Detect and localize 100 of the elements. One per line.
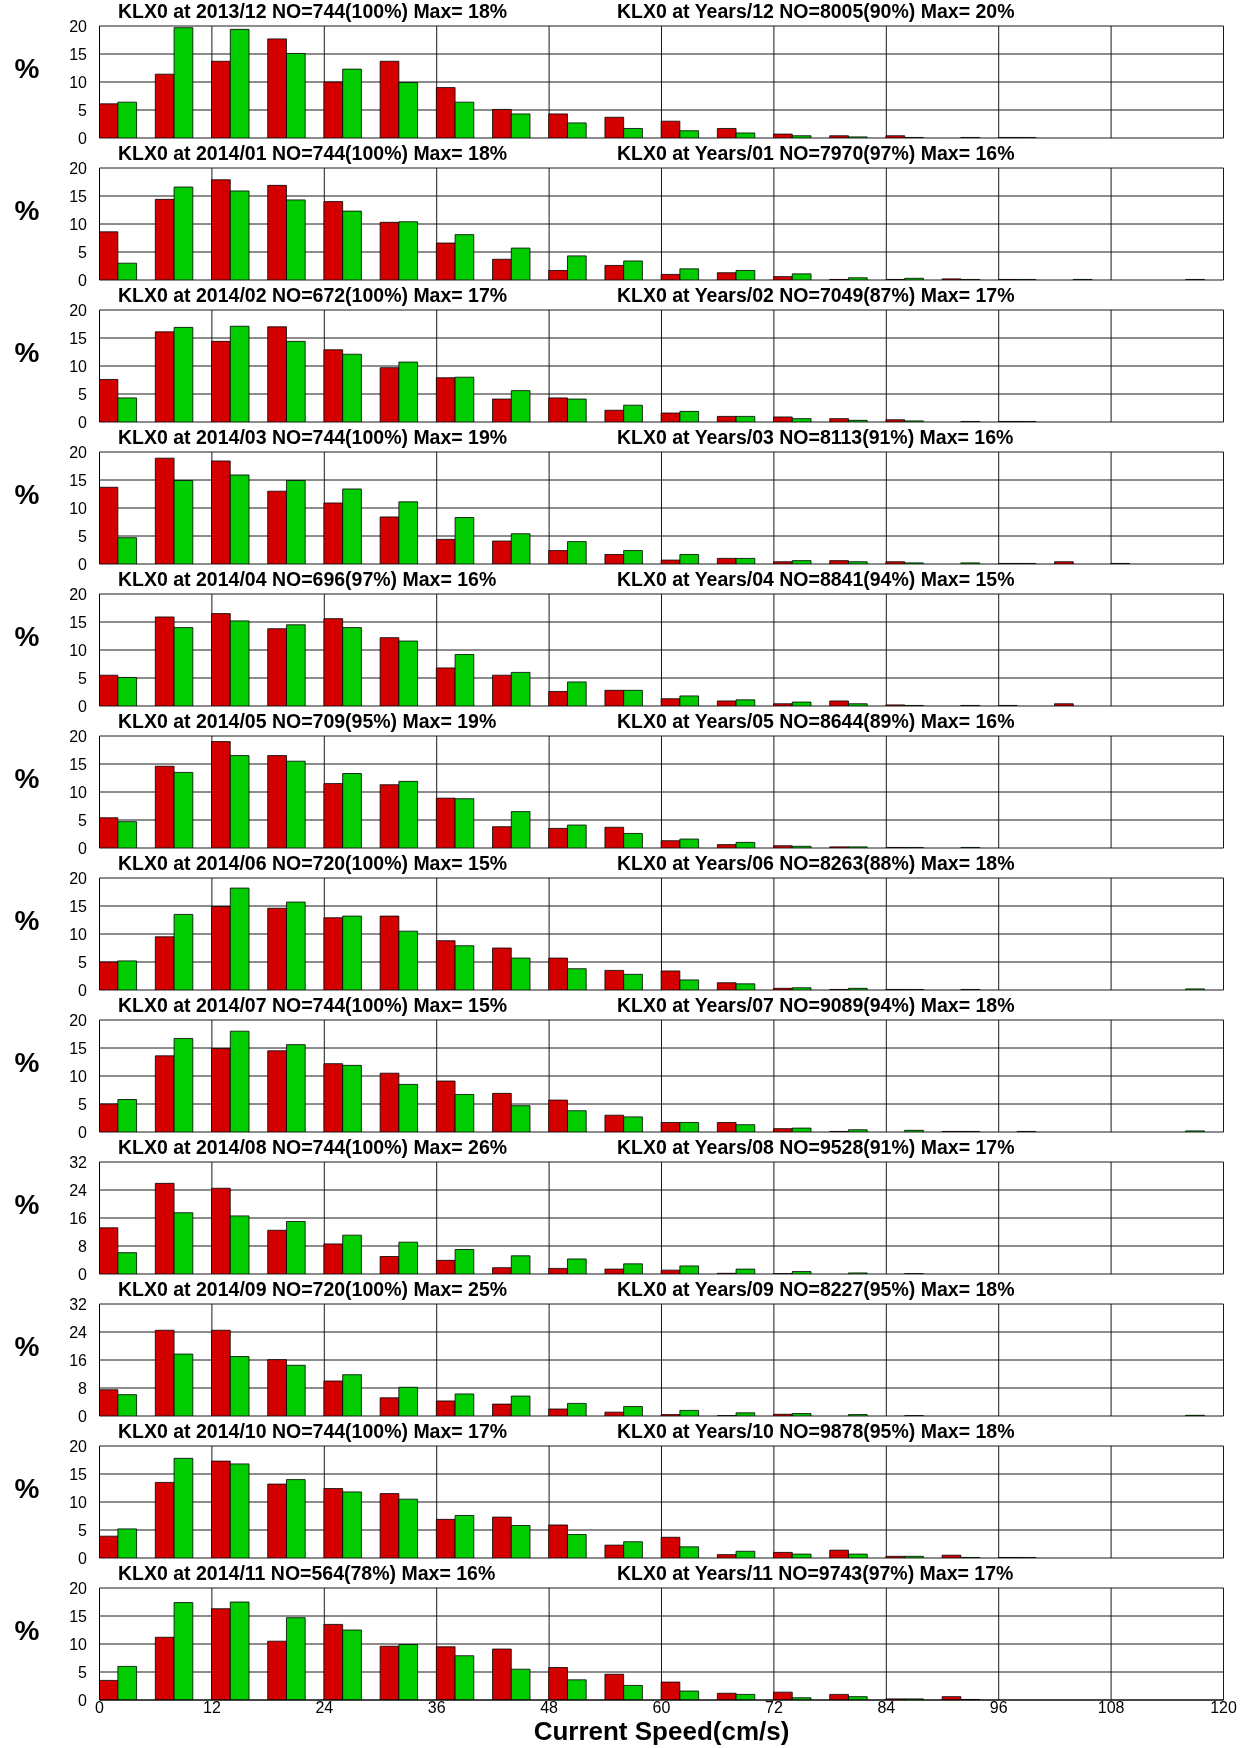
- y-axis-title: %: [14, 53, 40, 84]
- y-tick-label: 32: [69, 1153, 88, 1171]
- chart-title: KLX0 at 2013/12 NO=744(100%) Max= 18%: [118, 0, 508, 22]
- y-tick-label: 20: [69, 443, 88, 461]
- x-tick-label: 24: [315, 1699, 334, 1717]
- y-tick-label: 5: [78, 385, 88, 403]
- chart-title: KLX0 at 2014/05 NO=709(95%) Max= 19%: [118, 710, 497, 732]
- chart-subtitle: KLX0 at Years/04 NO=8841(94%) Max= 15%: [617, 568, 1015, 590]
- y-tick-label: 15: [69, 1039, 88, 1057]
- y-tick-label: 15: [69, 1607, 88, 1625]
- y-tick-label: 10: [69, 925, 88, 943]
- y-tick-label: 5: [78, 669, 88, 687]
- x-tick-label: 48: [540, 1699, 559, 1717]
- y-tick-label: 15: [69, 329, 88, 347]
- y-tick-label: 10: [69, 1635, 88, 1653]
- chart-subtitle: KLX0 at Years/12 NO=8005(90%) Max= 20%: [617, 0, 1015, 22]
- chart-subtitle: KLX0 at Years/06 NO=8263(88%) Max= 18%: [617, 852, 1015, 874]
- y-tick-label: 5: [78, 1521, 88, 1539]
- x-tick-label: 12: [203, 1699, 221, 1717]
- y-tick-label: 16: [69, 1209, 88, 1227]
- y-axis-title: %: [14, 1331, 40, 1362]
- y-tick-label: 0: [78, 697, 88, 715]
- y-tick-label: 10: [69, 499, 88, 517]
- y-tick-label: 20: [69, 727, 88, 745]
- chart-title: KLX0 at 2014/04 NO=696(97%) Max= 16%: [118, 568, 497, 590]
- y-tick-label: 5: [78, 811, 88, 829]
- y-tick-label: 8: [78, 1237, 88, 1255]
- chart-title: KLX0 at 2014/10 NO=744(100%) Max= 17%: [118, 1420, 508, 1442]
- chart-title: KLX0 at 2014/07 NO=744(100%) Max= 15%: [118, 994, 508, 1016]
- chart-subtitle: KLX0 at Years/07 NO=9089(94%) Max= 18%: [617, 994, 1015, 1016]
- y-tick-label: 10: [69, 1067, 88, 1085]
- y-tick-label: 0: [78, 413, 88, 431]
- y-tick-label: 0: [78, 1549, 88, 1567]
- y-tick-label: 15: [69, 187, 88, 205]
- chart-subtitle: KLX0 at Years/10 NO=9878(95%) Max= 18%: [617, 1420, 1015, 1442]
- y-tick-label: 10: [69, 215, 88, 233]
- chart-subtitle: KLX0 at Years/11 NO=9743(97%) Max= 17%: [617, 1562, 1014, 1584]
- chart-subtitle: KLX0 at Years/08 NO=9528(91%) Max= 17%: [617, 1136, 1015, 1158]
- y-tick-label: 24: [69, 1323, 88, 1341]
- y-tick-label: 20: [69, 1579, 88, 1597]
- y-axis-title: %: [14, 1189, 40, 1220]
- y-axis-title: %: [14, 621, 40, 652]
- y-axis-title: %: [14, 479, 40, 510]
- chart-subtitle: KLX0 at Years/01 NO=7970(97%) Max= 16%: [617, 142, 1015, 164]
- y-tick-label: 0: [78, 839, 88, 857]
- chart-title: KLX0 at 2014/06 NO=720(100%) Max= 15%: [118, 852, 508, 874]
- y-axis-title: %: [14, 1047, 40, 1078]
- y-tick-label: 0: [78, 555, 88, 573]
- y-axis-title: %: [14, 763, 40, 794]
- y-axis-title: %: [14, 905, 40, 936]
- y-tick-label: 16: [69, 1351, 88, 1369]
- y-tick-label: 0: [78, 1265, 88, 1283]
- x-tick-label: 120: [1210, 1699, 1237, 1717]
- y-tick-label: 15: [69, 1465, 88, 1483]
- y-tick-label: 5: [78, 243, 88, 261]
- chart-subtitle: KLX0 at Years/09 NO=8227(95%) Max= 18%: [617, 1278, 1015, 1300]
- chart-subtitle: KLX0 at Years/03 NO=8113(91%) Max= 16%: [617, 426, 1014, 448]
- y-axis-title: %: [14, 195, 40, 226]
- y-tick-label: 5: [78, 527, 88, 545]
- x-tick-label: 36: [427, 1699, 446, 1717]
- y-tick-label: 10: [69, 73, 88, 91]
- chart-title: KLX0 at 2014/08 NO=744(100%) Max= 26%: [118, 1136, 508, 1158]
- y-tick-label: 10: [69, 641, 88, 659]
- y-tick-label: 20: [69, 869, 88, 887]
- y-tick-label: 15: [69, 897, 88, 915]
- chart-title: KLX0 at 2014/11 NO=564(78%) Max= 16%: [118, 1562, 496, 1584]
- x-tick-label: 0: [95, 1699, 105, 1717]
- x-tick-label: 60: [652, 1699, 671, 1717]
- chart-subtitle: KLX0 at Years/02 NO=7049(87%) Max= 17%: [617, 284, 1015, 306]
- y-tick-label: 24: [69, 1181, 88, 1199]
- x-tick-label: 84: [877, 1699, 896, 1717]
- y-tick-label: 20: [69, 1437, 88, 1455]
- y-tick-label: 20: [69, 17, 88, 35]
- y-tick-label: 0: [78, 129, 88, 147]
- x-tick-label: 96: [989, 1699, 1008, 1717]
- x-axis-title: Current Speed(cm/s): [533, 1716, 790, 1747]
- y-tick-label: 0: [78, 1407, 88, 1425]
- y-tick-label: 0: [78, 981, 88, 999]
- y-tick-label: 10: [69, 1493, 88, 1511]
- y-tick-label: 20: [69, 1011, 88, 1029]
- y-tick-label: 20: [69, 301, 88, 319]
- y-tick-label: 8: [78, 1379, 88, 1397]
- y-tick-label: 0: [78, 1123, 88, 1141]
- y-tick-label: 10: [69, 783, 88, 801]
- y-tick-label: 20: [69, 159, 88, 177]
- y-tick-label: 20: [69, 585, 88, 603]
- y-tick-label: 15: [69, 45, 88, 63]
- x-tick-label: 72: [765, 1699, 783, 1717]
- chart-title: KLX0 at 2014/02 NO=672(100%) Max= 17%: [118, 284, 508, 306]
- y-tick-label: 5: [78, 1095, 88, 1113]
- y-tick-label: 15: [69, 613, 88, 631]
- y-axis-title: %: [14, 1473, 40, 1504]
- chart-subtitle: KLX0 at Years/05 NO=8644(89%) Max= 16%: [617, 710, 1015, 732]
- chart-title: KLX0 at 2014/01 NO=744(100%) Max= 18%: [118, 142, 508, 164]
- chart-title: KLX0 at 2014/09 NO=720(100%) Max= 25%: [118, 1278, 508, 1300]
- y-tick-label: 5: [78, 953, 88, 971]
- y-tick-label: 15: [69, 755, 88, 773]
- y-axis-title: %: [14, 1615, 40, 1646]
- y-tick-label: 5: [78, 1663, 88, 1681]
- chart-title: KLX0 at 2014/03 NO=744(100%) Max= 19%: [118, 426, 508, 448]
